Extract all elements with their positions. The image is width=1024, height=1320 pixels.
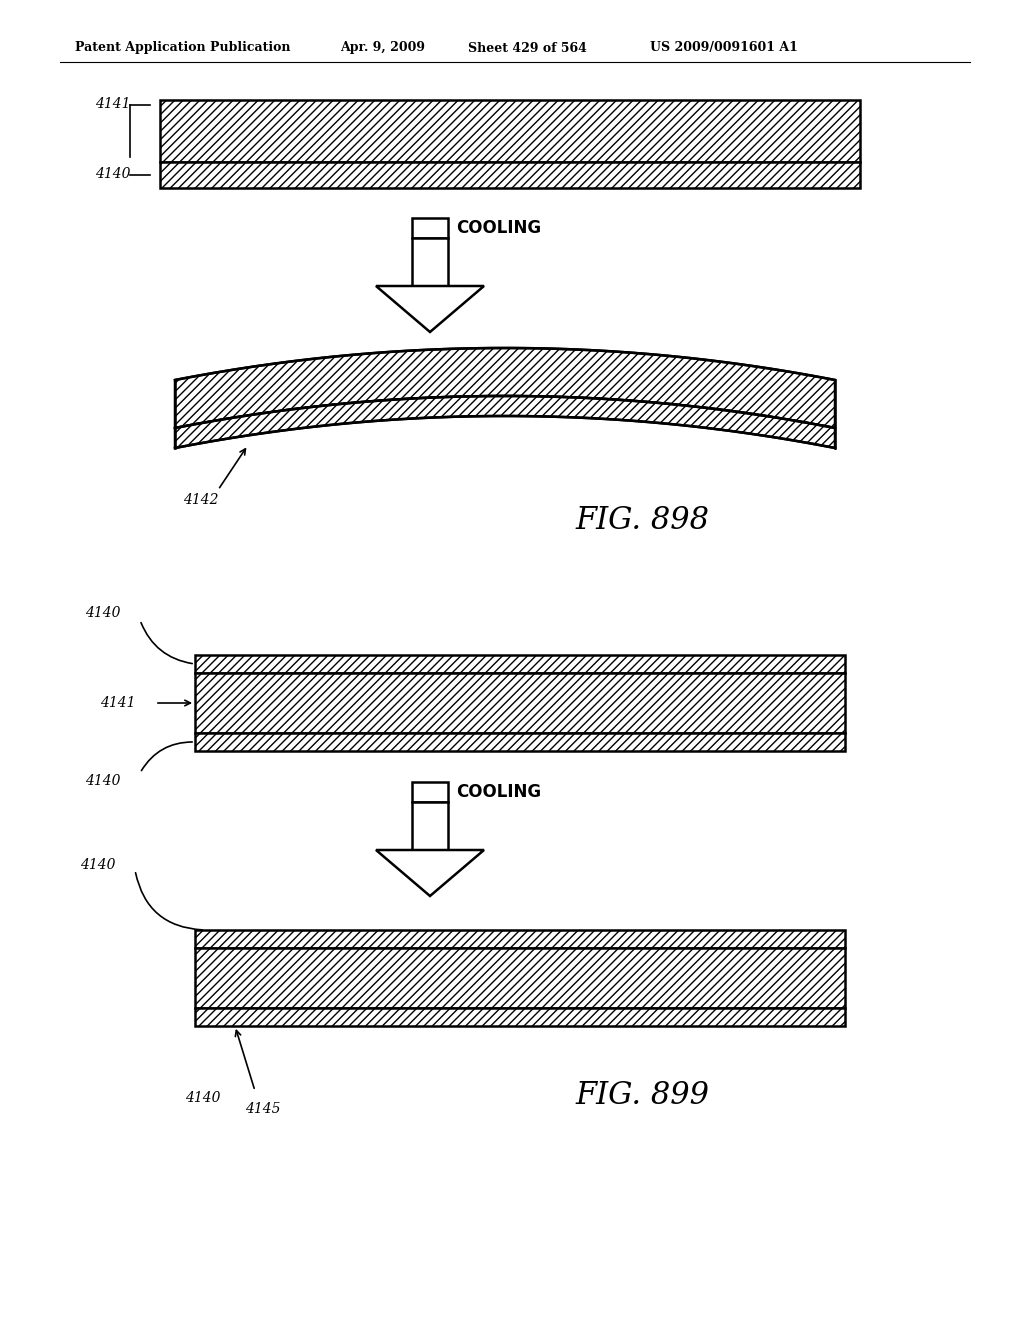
Bar: [195, 931, 845, 948]
Polygon shape: [376, 850, 484, 896]
Bar: [412, 238, 449, 286]
Text: 4140: 4140: [85, 774, 121, 788]
Text: Sheet 429 of 564: Sheet 429 of 564: [468, 41, 587, 54]
Bar: [195, 948, 845, 1008]
Text: 4140: 4140: [95, 168, 130, 181]
Polygon shape: [175, 396, 835, 447]
Text: FIG. 899: FIG. 899: [575, 1080, 709, 1111]
Bar: [160, 100, 860, 162]
Text: COOLING: COOLING: [456, 219, 541, 238]
Text: COOLING: COOLING: [456, 783, 541, 801]
Bar: [195, 1008, 845, 1026]
Text: 4141: 4141: [100, 696, 135, 710]
Text: US 2009/0091601 A1: US 2009/0091601 A1: [650, 41, 798, 54]
Bar: [412, 781, 449, 803]
Bar: [412, 218, 449, 238]
Text: Apr. 9, 2009: Apr. 9, 2009: [340, 41, 425, 54]
Bar: [412, 803, 449, 850]
Polygon shape: [175, 348, 835, 428]
Bar: [195, 655, 845, 673]
Bar: [160, 162, 860, 187]
Polygon shape: [376, 286, 484, 333]
Bar: [195, 673, 845, 733]
Text: 4142: 4142: [183, 492, 218, 507]
Text: 4140: 4140: [185, 1092, 220, 1105]
Text: 4145: 4145: [245, 1102, 281, 1115]
Text: 4140: 4140: [80, 858, 116, 873]
Text: FIG. 898: FIG. 898: [575, 506, 709, 536]
Bar: [195, 733, 845, 751]
Text: 4141: 4141: [95, 96, 130, 111]
Text: 4140: 4140: [85, 606, 121, 620]
Text: Patent Application Publication: Patent Application Publication: [75, 41, 291, 54]
